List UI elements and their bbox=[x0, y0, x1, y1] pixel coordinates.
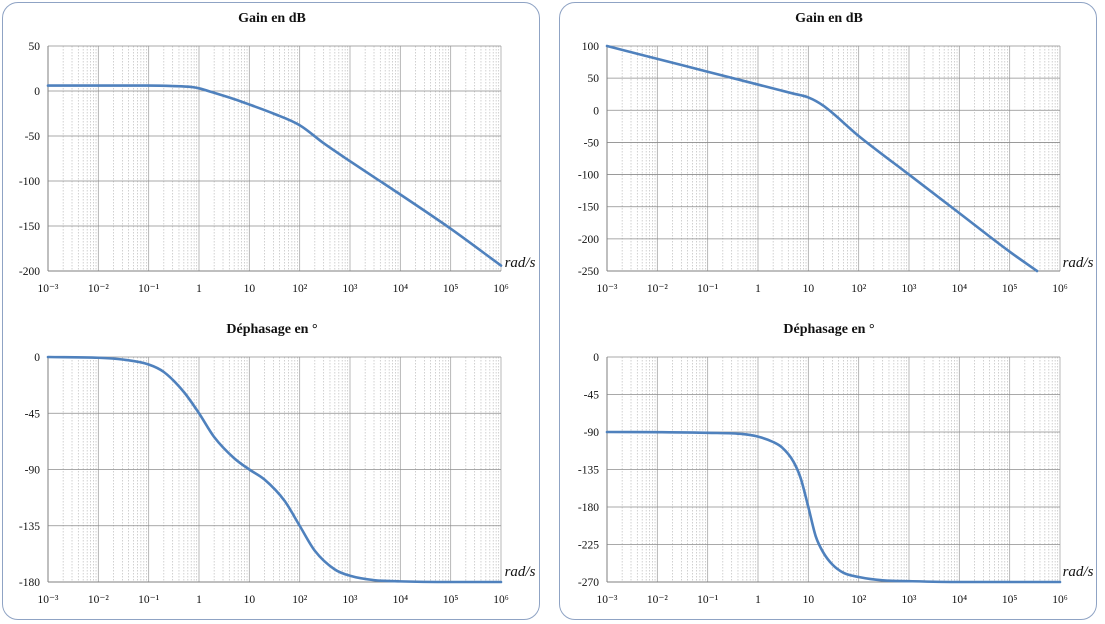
x-tick-label: 10⁵ bbox=[443, 594, 459, 606]
chart-title: Déphasage en ° bbox=[783, 322, 874, 337]
x-tick-label: 10⁻³ bbox=[37, 594, 59, 606]
x-tick-label: 10 bbox=[803, 594, 815, 606]
chart-title: Gain en dB bbox=[238, 11, 306, 26]
y-tick-label: 50 bbox=[588, 73, 600, 85]
x-axis-label: rad/s bbox=[1063, 255, 1094, 271]
y-tick-label: -200 bbox=[578, 234, 599, 246]
y-tick-label: -100 bbox=[578, 170, 599, 182]
y-tick-label: -150 bbox=[19, 221, 40, 233]
grid bbox=[606, 356, 1061, 583]
series-line bbox=[46, 84, 503, 267]
x-axis-label: rad/s bbox=[1063, 564, 1094, 580]
grid bbox=[47, 45, 502, 272]
x-axis-label: rad/s bbox=[505, 255, 536, 271]
x-tick-label: 1 bbox=[196, 283, 202, 295]
series-line bbox=[605, 430, 1062, 584]
y-tick-label: -200 bbox=[19, 266, 40, 278]
y-tick-label: -225 bbox=[578, 540, 599, 552]
x-tick-label: 10⁻¹ bbox=[697, 594, 719, 606]
y-tick-label: -250 bbox=[578, 266, 599, 278]
x-tick-label: 10⁵ bbox=[1002, 594, 1018, 606]
x-tick-label: 10⁻³ bbox=[37, 283, 59, 295]
x-tick-label: 10⁻¹ bbox=[138, 594, 160, 606]
x-tick-label: 10⁶ bbox=[1052, 594, 1068, 606]
x-tick-label: 10⁶ bbox=[493, 283, 509, 295]
y-tick-label: -135 bbox=[578, 465, 599, 477]
y-tick-label: 0 bbox=[34, 352, 40, 364]
y-tick-label: -100 bbox=[19, 176, 40, 188]
y-tick-label: -270 bbox=[578, 577, 599, 589]
x-tick-label: 10 bbox=[244, 594, 256, 606]
x-tick-label: 10⁴ bbox=[393, 594, 409, 606]
y-tick-label: -135 bbox=[19, 521, 40, 533]
chart-title: Déphasage en ° bbox=[226, 322, 317, 337]
x-tick-label: 10⁻² bbox=[88, 283, 110, 295]
x-tick-label: 10⁻³ bbox=[596, 594, 618, 606]
x-tick-label: 10³ bbox=[902, 283, 918, 295]
x-tick-label: 10⁶ bbox=[1052, 283, 1068, 295]
series-line bbox=[46, 355, 503, 584]
x-tick-label: 10⁻¹ bbox=[697, 283, 719, 295]
grid bbox=[606, 45, 1061, 272]
x-tick-label: 10⁻¹ bbox=[138, 283, 160, 295]
y-tick-label: 50 bbox=[29, 41, 41, 53]
x-tick-label: 10⁴ bbox=[952, 283, 968, 295]
y-tick-label: -150 bbox=[578, 202, 599, 214]
x-tick-label: 10² bbox=[851, 283, 867, 295]
y-tick-label: 0 bbox=[34, 86, 40, 98]
x-tick-label: 10³ bbox=[343, 283, 359, 295]
y-tick-label: -50 bbox=[584, 137, 600, 149]
x-tick-label: 1 bbox=[755, 283, 761, 295]
x-tick-label: 10⁴ bbox=[952, 594, 968, 606]
y-tick-label: -90 bbox=[25, 465, 41, 477]
x-tick-label: 1 bbox=[196, 594, 202, 606]
y-tick-label: -180 bbox=[578, 502, 599, 514]
x-tick-label: 10⁻² bbox=[88, 594, 110, 606]
x-tick-label: 10⁻³ bbox=[596, 283, 618, 295]
chart-title: Gain en dB bbox=[795, 11, 863, 26]
y-tick-label: -45 bbox=[25, 408, 41, 420]
x-tick-label: 1 bbox=[755, 594, 761, 606]
x-tick-label: 10² bbox=[292, 283, 308, 295]
x-tick-label: 10 bbox=[803, 283, 815, 295]
y-tick-label: 0 bbox=[593, 352, 599, 364]
x-tick-label: 10⁵ bbox=[1002, 283, 1018, 295]
x-tick-label: 10⁻² bbox=[647, 283, 669, 295]
x-tick-label: 10⁻² bbox=[647, 594, 669, 606]
x-tick-label: 10² bbox=[851, 594, 867, 606]
y-tick-label: -90 bbox=[584, 427, 600, 439]
grid bbox=[47, 356, 502, 583]
y-tick-label: -180 bbox=[19, 577, 40, 589]
x-tick-label: 10⁴ bbox=[393, 283, 409, 295]
x-tick-label: 10⁶ bbox=[493, 594, 509, 606]
series-line bbox=[605, 44, 1039, 273]
x-tick-label: 10 bbox=[244, 283, 256, 295]
x-tick-label: 10³ bbox=[902, 594, 918, 606]
x-tick-label: 10⁵ bbox=[443, 283, 459, 295]
y-tick-label: -50 bbox=[25, 131, 41, 143]
y-tick-label: 0 bbox=[593, 105, 599, 117]
x-tick-label: 10² bbox=[292, 594, 308, 606]
x-axis-label: rad/s bbox=[505, 564, 536, 580]
x-tick-label: 10³ bbox=[343, 594, 359, 606]
y-tick-label: -45 bbox=[584, 390, 600, 402]
y-tick-label: 100 bbox=[582, 41, 600, 53]
